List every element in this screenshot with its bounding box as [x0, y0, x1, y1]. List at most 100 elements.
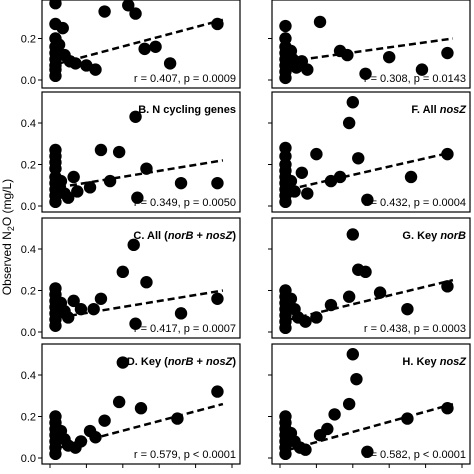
- panel-f-stats: r = 0.432, p = 0.0004: [364, 197, 466, 209]
- panel-a-point: [49, 69, 62, 83]
- panel-a-point: [56, 21, 69, 35]
- panel-g-point: [299, 315, 312, 328]
- y-axis-label-suffix: O (mg/L): [0, 179, 14, 226]
- panel-b-fit-line: [58, 159, 224, 189]
- panel-b-point: [211, 176, 224, 190]
- panel-c-point: [67, 294, 80, 308]
- panel-f-point: [279, 195, 292, 209]
- panel-b: 0.0 0.2 0.4 B. N cycling genes r = 0.349, p …: [21, 91, 241, 213]
- panel-f-fit-line: [288, 150, 454, 191]
- panel-a-point: [49, 0, 62, 10]
- panel-g-point: [359, 265, 372, 279]
- panel-d-point: [134, 402, 148, 415]
- panel-b-title-part: B. N cycling genes: [138, 104, 236, 116]
- panel-d-point: [116, 356, 129, 369]
- panel-h-point: [328, 408, 341, 421]
- panel-h-point: [346, 348, 359, 361]
- panel-a-point: [149, 40, 162, 53]
- panel-e-point: [383, 50, 396, 64]
- panel-c-point: [127, 238, 140, 252]
- panel-a-point: [98, 5, 111, 18]
- panel-b-point: [174, 176, 188, 190]
- panel-c-title-part: ): [232, 230, 236, 242]
- y-axis-label-subscript: 2: [6, 226, 16, 231]
- panel-a-point: [52, 38, 66, 51]
- panel-b-ytick-label: 0.0: [21, 201, 36, 213]
- panel-c: 0.0 0.2 0.4 C. All (norB + nosZ) r = 0.417, …: [21, 217, 241, 339]
- panel-b-frame: [41, 91, 241, 213]
- panel-b-point: [129, 110, 142, 123]
- panel-b-stats: r = 0.349, p = 0.0050: [134, 197, 236, 209]
- panel-e-point: [313, 15, 327, 29]
- panel-h-point: [342, 397, 356, 411]
- panel-f-title-part: F. All: [411, 104, 439, 116]
- panel-d-title-part: ): [232, 356, 236, 368]
- panel-g-point: [342, 290, 356, 303]
- panel-h-point: [350, 372, 363, 386]
- panel-c-point: [129, 317, 142, 330]
- panel-c-ytick-label: 0.4: [21, 244, 36, 256]
- panel-f-point: [361, 193, 374, 206]
- panel-f: F. All nosZ r = 0.432, p = 0.0004: [268, 91, 471, 213]
- panel-b-point: [71, 185, 84, 198]
- panel-f-point: [284, 174, 298, 188]
- y-axis-label-main: Observed N: [0, 231, 14, 295]
- panel-h-frame: [271, 343, 471, 465]
- svg-text:Observed N2O (mg/L): Observed N2O (mg/L): [0, 179, 16, 295]
- panel-f-point: [310, 147, 323, 161]
- panel-d-point: [98, 414, 111, 427]
- panel-b-point: [131, 191, 144, 204]
- panel-f-title: F. All nosZ: [411, 104, 467, 116]
- panel-d-point: [49, 447, 62, 461]
- panel-c-stats: r = 0.417, p = 0.0007: [134, 323, 236, 335]
- panel-b-point: [49, 195, 62, 209]
- panel-c-title: C. All (norB + nosZ): [133, 230, 236, 242]
- panel-a-point: [138, 42, 151, 56]
- panel-c-fit-line: [58, 289, 224, 319]
- panel-f-point: [441, 147, 454, 161]
- panel-e-point: [441, 46, 454, 60]
- panel-f-point: [346, 96, 359, 109]
- panel-g-point: [373, 286, 387, 299]
- panel-c-point: [211, 292, 224, 305]
- panel-h-stats: r = 0.582, p < 0.0001: [364, 449, 466, 461]
- panel-g-point: [284, 292, 298, 305]
- panel-d-frame: [41, 343, 241, 465]
- panel-h-title-part: H. Key: [402, 356, 439, 368]
- panel-g-point: [279, 321, 292, 335]
- panel-d-ytick-label: 0.2: [21, 412, 36, 424]
- panel-d-title-part: D. Key (: [127, 356, 168, 368]
- panel-h-fit-line: [288, 402, 454, 451]
- panel-d-stats: r = 0.579, p < 0.0001: [134, 449, 236, 461]
- panel-f-point: [333, 170, 347, 184]
- panel-b-point: [67, 170, 80, 184]
- panel-a: 0.0 0.2 r = 0.407, p = 0.0009: [21, 0, 241, 89]
- panel-a-point: [163, 57, 177, 70]
- panel-c-point: [94, 292, 108, 305]
- panel-f-point: [295, 166, 309, 179]
- panel-c-point: [49, 319, 62, 332]
- panel-e-point: [359, 67, 372, 80]
- panel-a-point: [89, 63, 102, 76]
- panel-d-title-part: norB: [168, 356, 194, 368]
- panel-e-frame: [271, 0, 471, 89]
- panel-f-point: [352, 152, 365, 165]
- panel-e-point: [279, 71, 292, 85]
- panel-d-point: [211, 385, 224, 398]
- panel-f-point: [404, 170, 418, 184]
- panel-e: r = 0.308, p = 0.0143: [268, 0, 471, 89]
- panel-f-title-part: nosZ: [440, 104, 468, 116]
- panel-c-title-part: norB: [168, 230, 194, 242]
- panel-a-point: [122, 0, 135, 12]
- panel-d-point: [112, 395, 126, 409]
- panel-b-ytick-label: 0.4: [21, 118, 36, 130]
- panel-g-title-part: norB: [440, 230, 466, 242]
- panel-c-frame: [41, 217, 241, 339]
- panel-d-title-part: nosZ: [206, 356, 234, 368]
- panel-a-stats: r = 0.407, p = 0.0009: [134, 73, 236, 85]
- panel-g-stats: r = 0.438, p = 0.0003: [364, 323, 466, 335]
- panel-e-point: [301, 63, 314, 76]
- panel-c-title-part: +: [194, 230, 207, 242]
- panel-c-point: [174, 307, 188, 320]
